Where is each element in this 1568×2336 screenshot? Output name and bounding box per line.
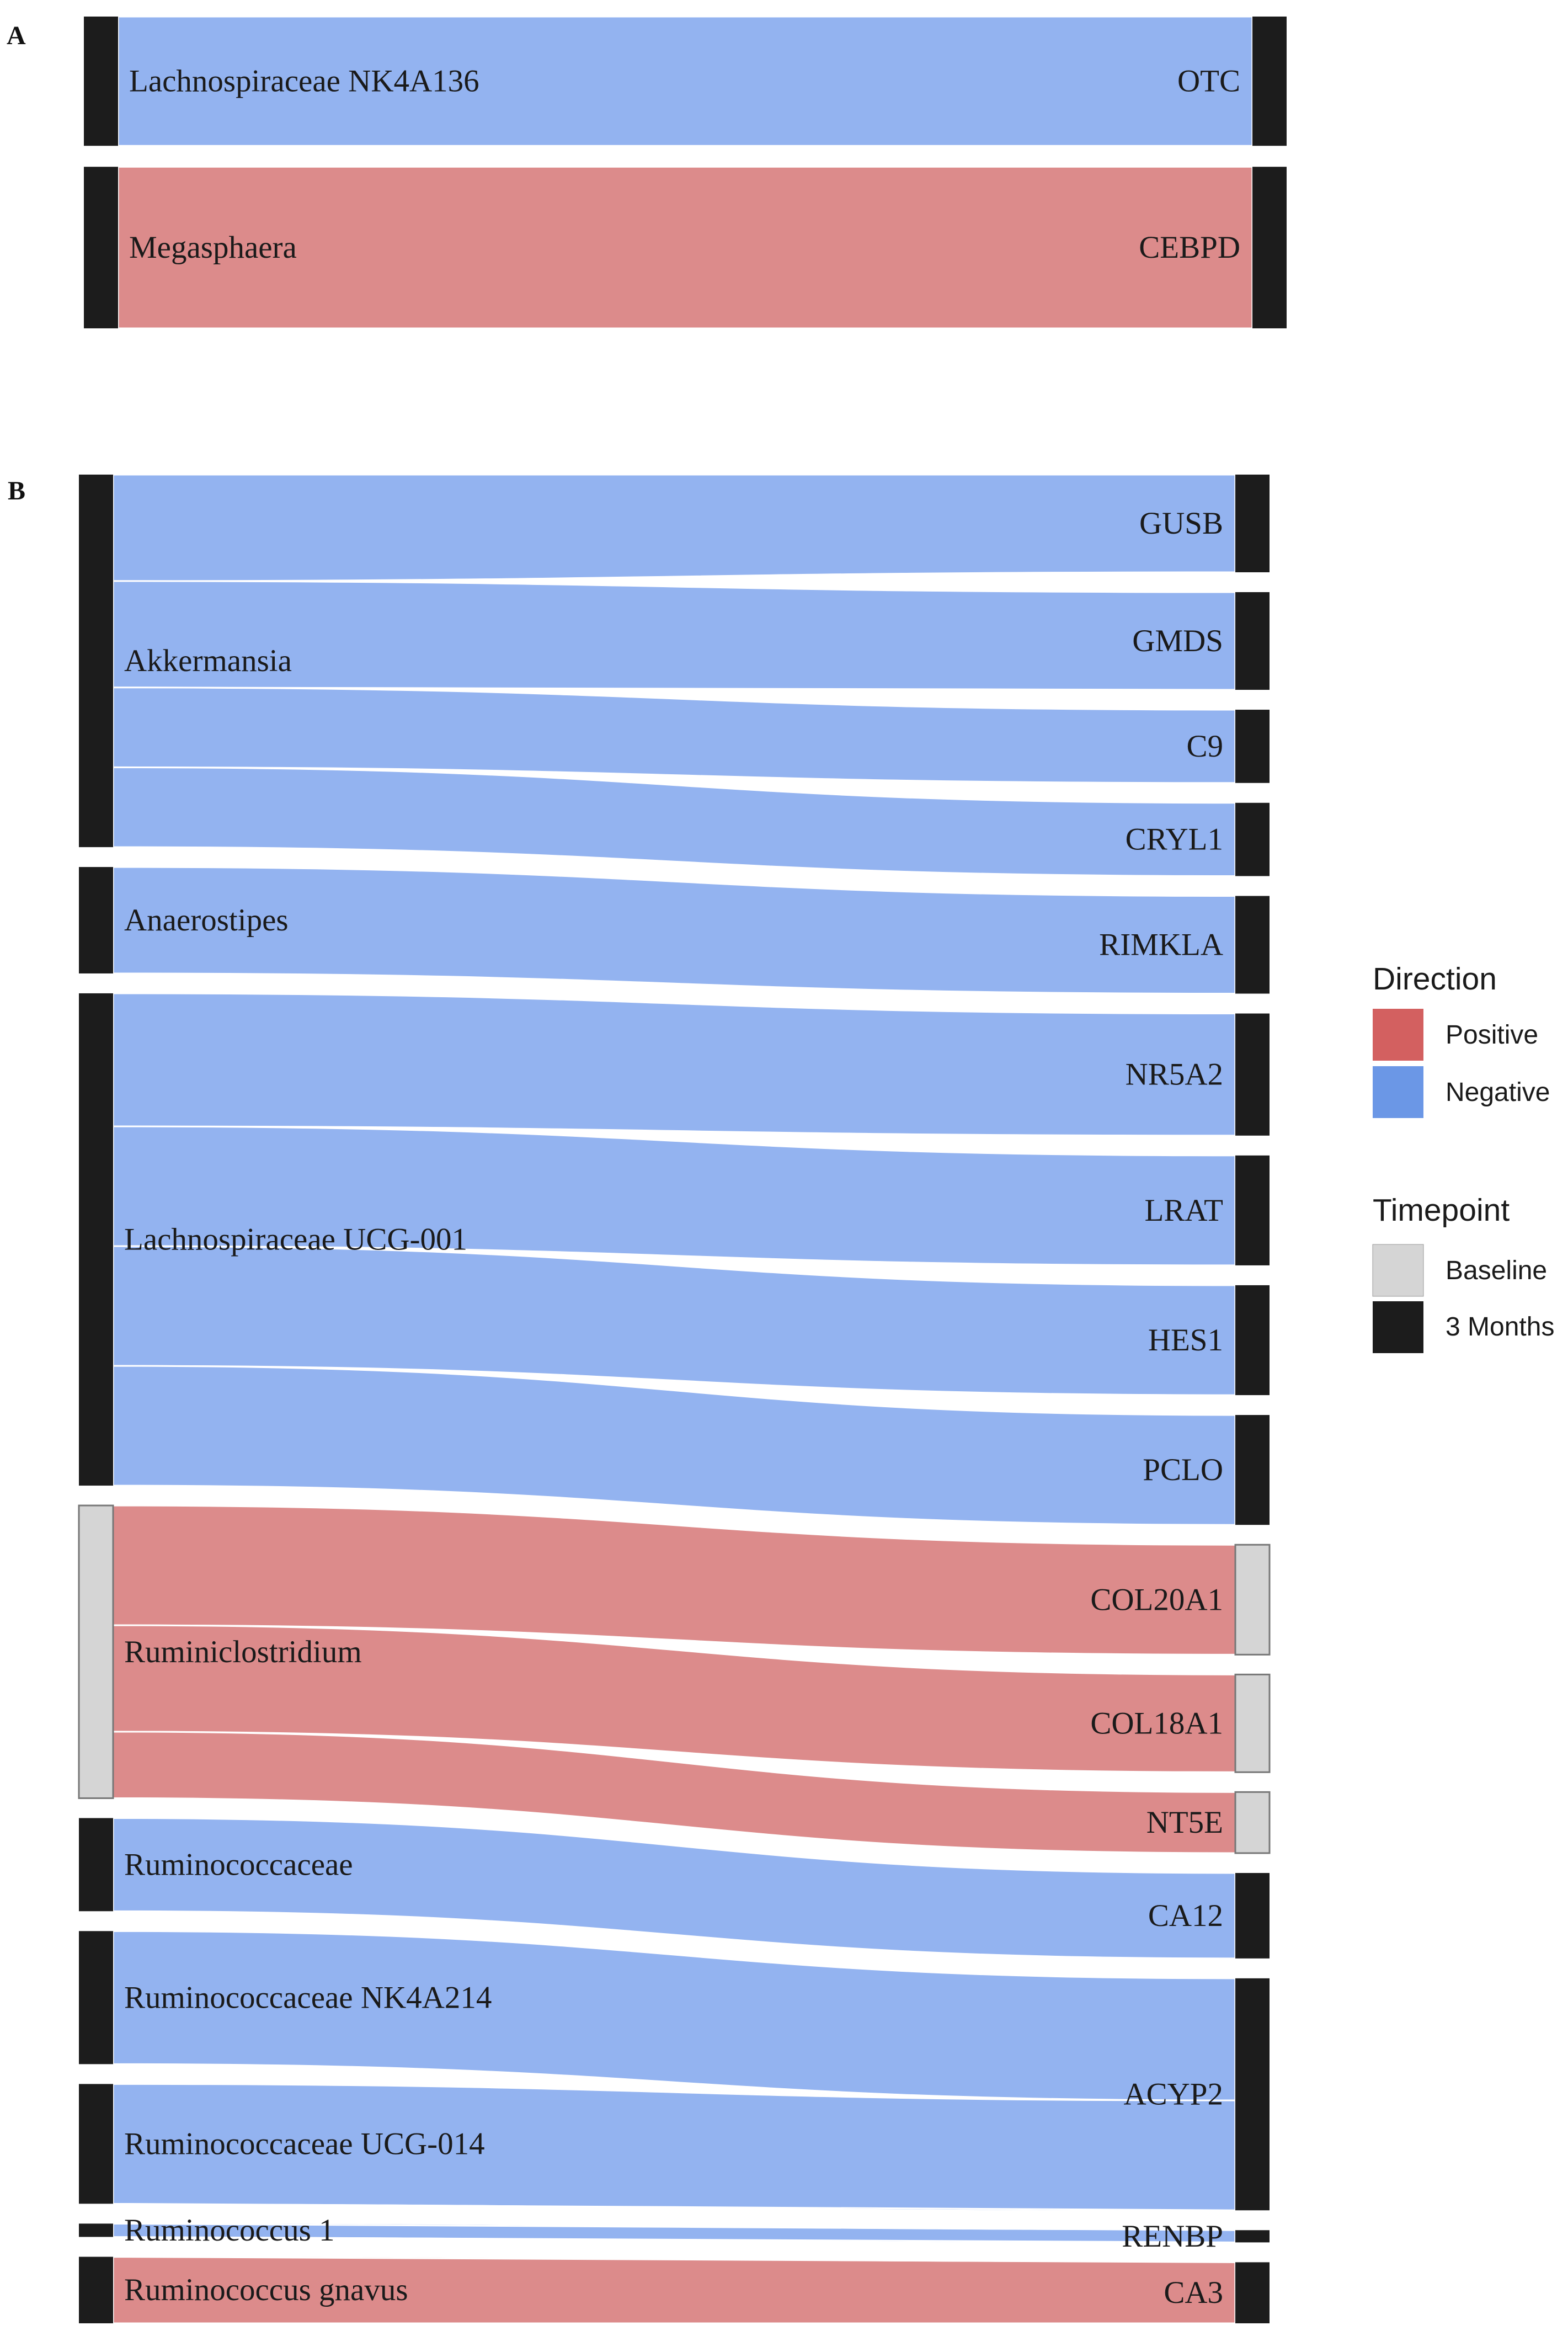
node-b-cryl1 xyxy=(1235,802,1270,876)
node-b-nr5a2 xyxy=(1235,1013,1270,1136)
legend-negative-swatch xyxy=(1373,1066,1423,1118)
node-b-ruminococcaceae-ucg-014 xyxy=(79,2084,113,2204)
legend-baseline-swatch xyxy=(1372,1244,1424,1297)
node-label-b-nt5e: NT5E xyxy=(1146,1805,1223,1840)
node-b-akkermansia xyxy=(79,475,113,848)
panel-letter-b: B xyxy=(8,476,25,505)
node-label-b-hes1: HES1 xyxy=(1148,1323,1223,1358)
flow-b-akk-to-gusb xyxy=(112,473,1236,582)
legend: Direction Positive Negative Timepoint Ba… xyxy=(1372,961,1554,1353)
legend-timepoint-title: Timepoint xyxy=(1373,1193,1510,1228)
node-label-b-acyp2: ACYP2 xyxy=(1123,2077,1223,2112)
node-b-ruminiclostridium xyxy=(78,1504,114,1799)
node-b-ruminococcus-1 xyxy=(79,2223,113,2237)
node-a-otc xyxy=(1252,17,1287,146)
node-label-b-gusb: GUSB xyxy=(1139,506,1223,541)
node-b-hes1 xyxy=(1235,1285,1270,1396)
node-a-megasphaera xyxy=(84,167,118,328)
node-b-acyp2 xyxy=(1235,1978,1270,2211)
node-label-b-ruminococcus-gnavus: Ruminococcus gnavus xyxy=(124,2273,408,2307)
flow-b-akk-to-gmds xyxy=(112,580,1236,691)
flow-b-ana-to-rimkla xyxy=(112,866,1236,995)
node-label-b-renbp: RENBP xyxy=(1122,2219,1223,2254)
node-label-a-otc: OTC xyxy=(1177,64,1240,99)
node-label-b-ruminococcus-1: Ruminococcus 1 xyxy=(124,2213,335,2248)
panel-letter-a: A xyxy=(7,21,26,50)
node-b-ca3 xyxy=(1235,2262,1270,2323)
node-label-b-c9: C9 xyxy=(1186,729,1223,764)
node-b-ruminococcaceae-nk4a214 xyxy=(79,1931,113,2064)
flow-layer xyxy=(112,15,1254,2324)
node-label-b-cryl1: CRYL1 xyxy=(1126,822,1223,857)
legend-positive-swatch xyxy=(1373,1009,1423,1061)
node-label-b-gmds: GMDS xyxy=(1132,624,1223,658)
flow-b-lucg-to-nr5a2 xyxy=(112,992,1236,1137)
node-label-b-anaerostipes: Anaerostipes xyxy=(124,903,289,938)
node-b-ruminococcus-gnavus xyxy=(79,2257,113,2323)
node-label-b-ruminococcaceae-ucg-014: Ruminococcaceae UCG-014 xyxy=(124,2126,485,2161)
node-label-b-ruminiclostridium: Ruminiclostridium xyxy=(124,1635,362,1669)
node-b-col20a1 xyxy=(1234,1544,1271,1656)
node-b-ca12 xyxy=(1235,1872,1270,1959)
node-label-a-megasphaera: Megasphaera xyxy=(129,230,297,265)
node-a-lachnospiraceae-nk4a136 xyxy=(84,17,118,146)
legend-3-months-label: 3 Months xyxy=(1446,1312,1554,1342)
node-a-cebpd xyxy=(1252,167,1287,328)
label-layer: Lachnospiraceae NK4A136 Megasphaera OTC CEB… xyxy=(124,64,1240,2311)
node-label-b-ruminococcaceae: Ruminococcaceae xyxy=(124,1847,353,1882)
flow-b-lucg-to-lrat xyxy=(112,1125,1236,1267)
node-label-b-col18a1: COL18A1 xyxy=(1090,1706,1223,1741)
node-b-gmds xyxy=(1235,592,1270,690)
node-label-b-pclo: PCLO xyxy=(1143,1452,1223,1487)
node-b-nt5e xyxy=(1234,1791,1271,1854)
node-label-b-ca12: CA12 xyxy=(1148,1898,1223,1933)
node-label-b-lachnospiraceae-ucg-001: Lachnospiraceae UCG-001 xyxy=(124,1222,467,1257)
node-label-a-lachnospiraceae-nk4a136: Lachnospiraceae NK4A136 xyxy=(129,64,479,99)
node-b-lachnospiraceae-ucg-001 xyxy=(79,993,113,1486)
legend-positive-label: Positive xyxy=(1446,1020,1538,1050)
flow-b-akk-to-cryl1 xyxy=(112,766,1236,877)
node-label-b-lrat: LRAT xyxy=(1145,1193,1224,1228)
legend-3-months-swatch xyxy=(1373,1301,1423,1353)
node-b-renbp xyxy=(1235,2230,1270,2243)
node-b-ruminococcaceae xyxy=(79,1818,113,1912)
node-b-lrat xyxy=(1235,1155,1270,1265)
node-b-gusb xyxy=(1235,475,1270,573)
legend-baseline-label: Baseline xyxy=(1446,1256,1547,1285)
node-label-b-ca3: CA3 xyxy=(1164,2275,1223,2310)
node-label-b-rimkla: RIMKLA xyxy=(1099,928,1223,962)
legend-negative-label: Negative xyxy=(1446,1078,1550,1107)
node-label-a-cebpd: CEBPD xyxy=(1139,230,1240,265)
node-label-b-akkermansia: Akkermansia xyxy=(124,643,292,678)
node-label-b-col20a1: COL20A1 xyxy=(1090,1582,1223,1617)
node-label-b-nr5a2: NR5A2 xyxy=(1126,1057,1223,1092)
node-b-c9 xyxy=(1235,710,1270,783)
legend-direction-title: Direction xyxy=(1373,961,1497,997)
node-b-col18a1 xyxy=(1234,1673,1271,1773)
node-b-rimkla xyxy=(1235,896,1270,994)
node-b-pclo xyxy=(1235,1415,1270,1525)
node-layer xyxy=(78,17,1287,2323)
node-label-b-ruminococcaceae-nk4a214: Ruminococcaceae NK4A214 xyxy=(124,1980,492,2015)
node-b-anaerostipes xyxy=(79,867,113,973)
